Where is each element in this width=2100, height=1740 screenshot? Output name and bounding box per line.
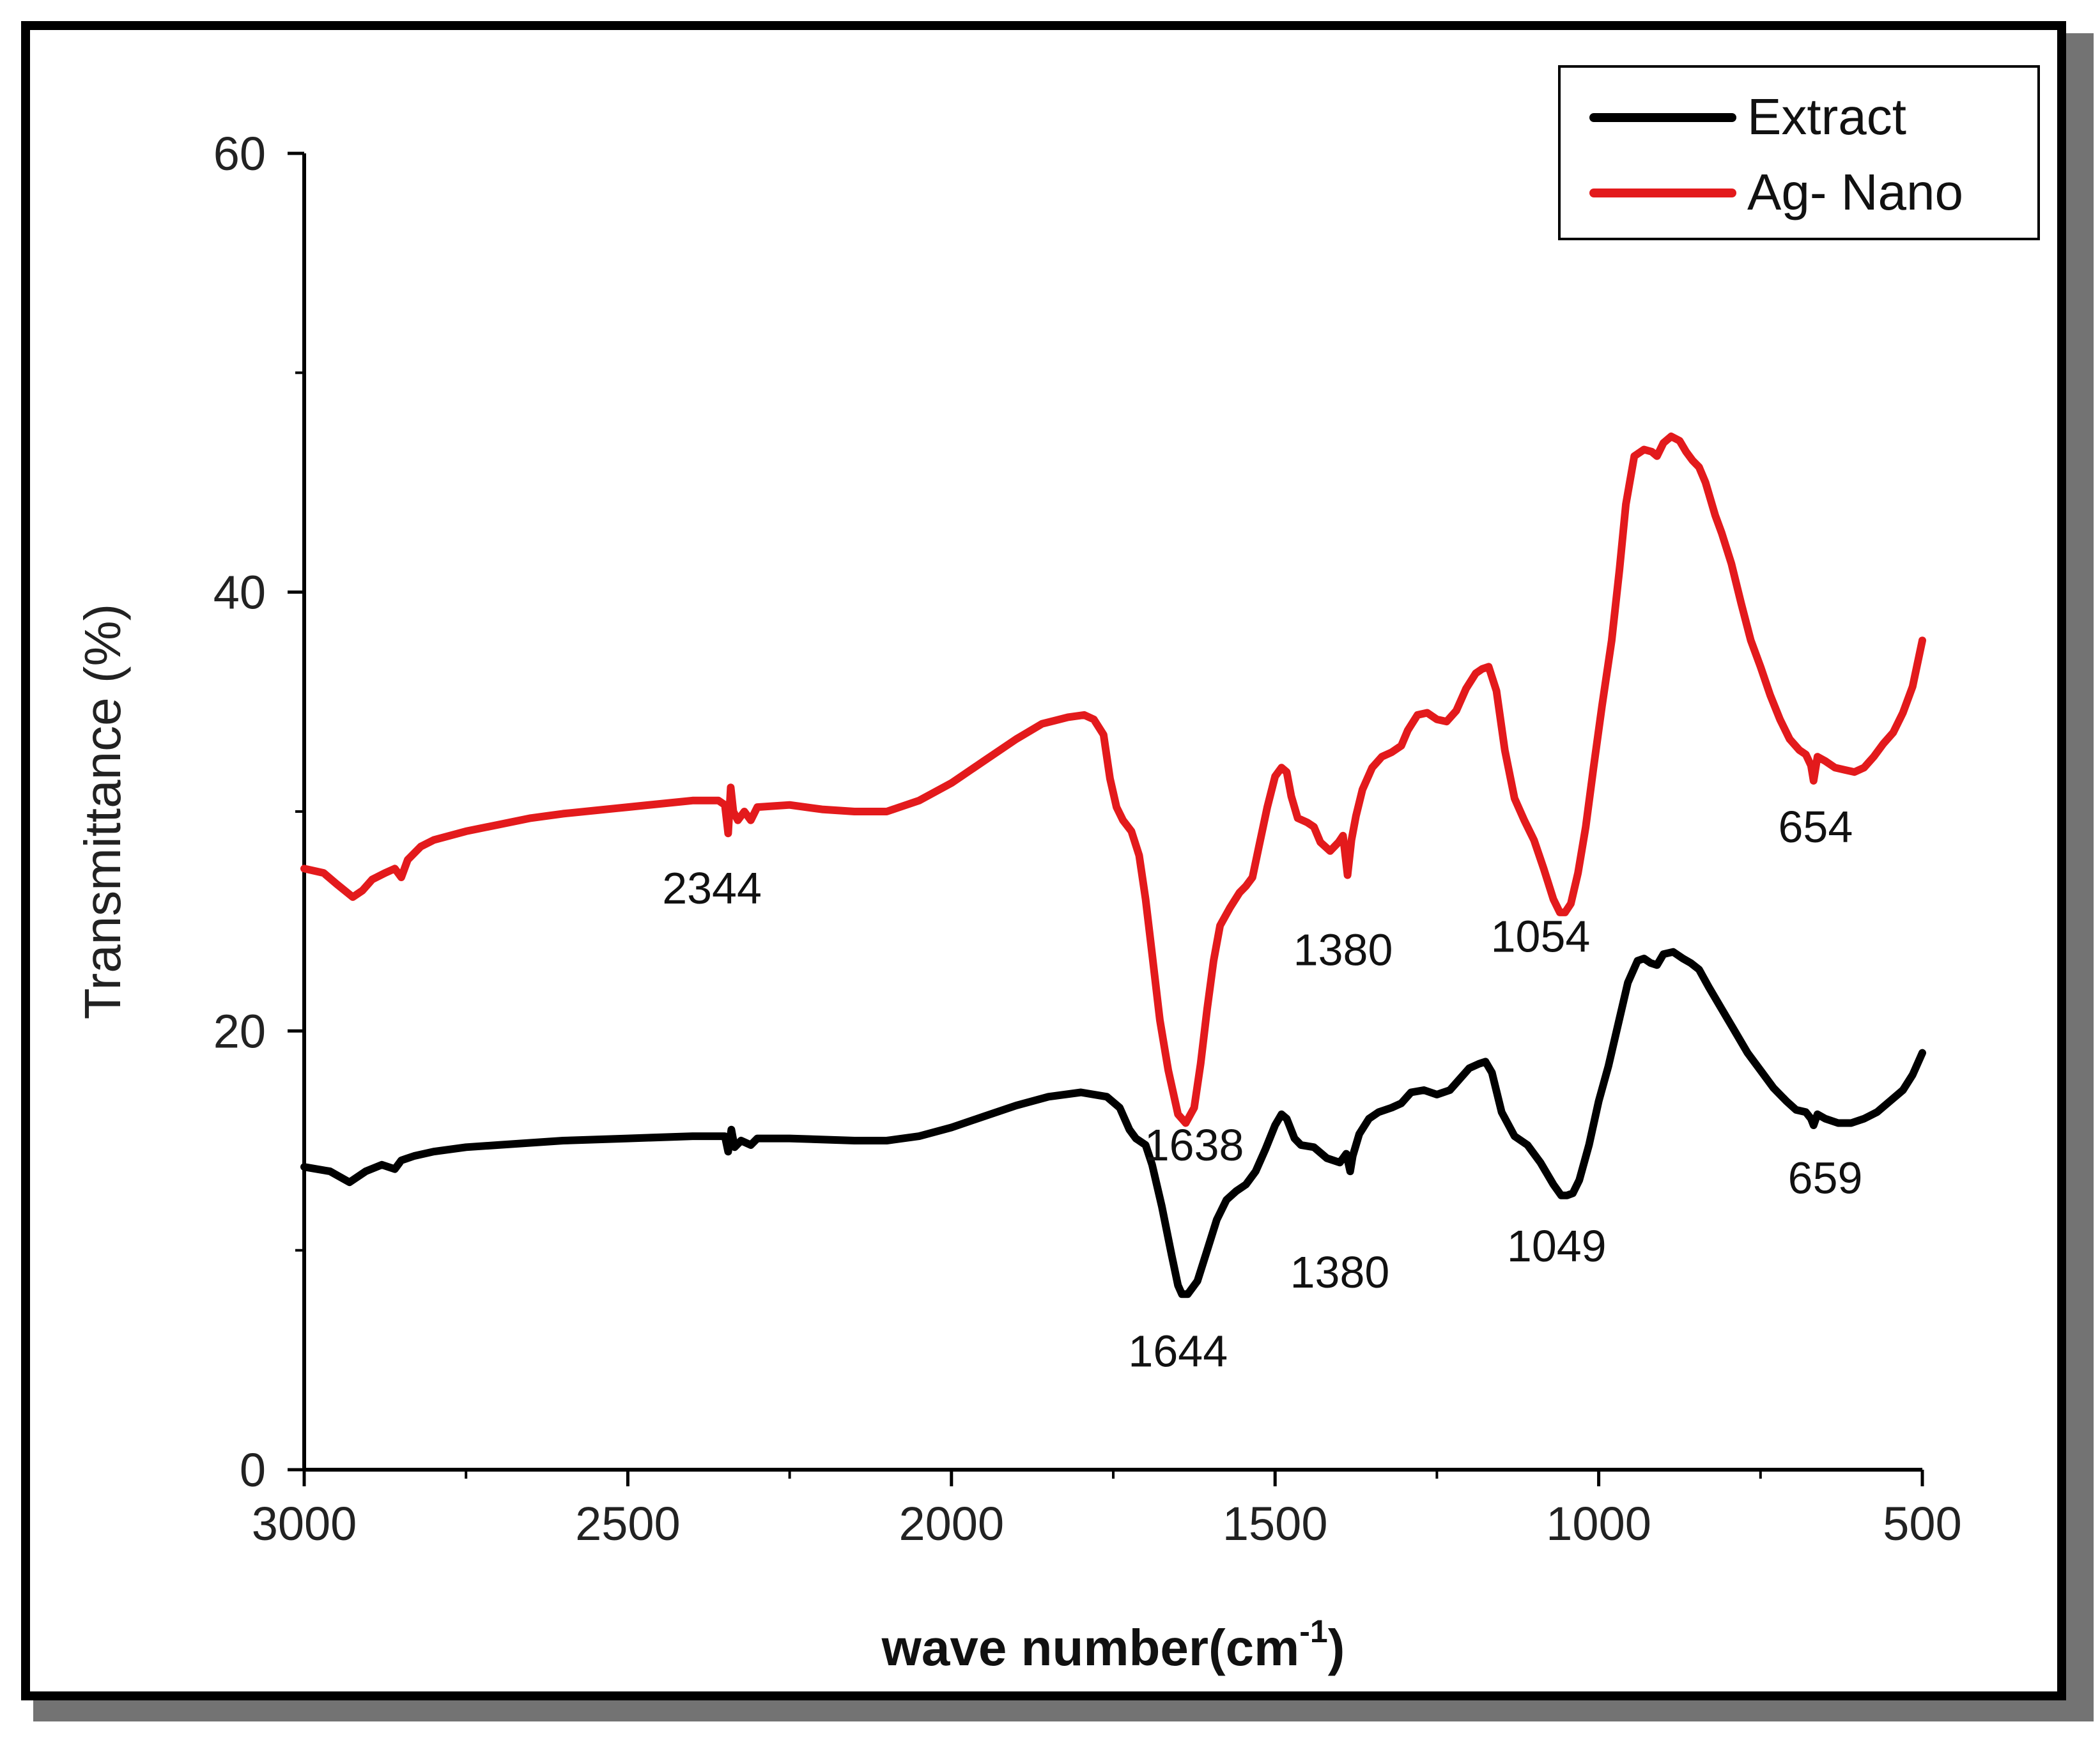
series-line-ag-nano xyxy=(300,432,1926,1127)
peak-annotation: 1380 xyxy=(1290,1247,1390,1297)
peak-annotation: 654 xyxy=(1778,802,1853,852)
y-tick-label: 20 xyxy=(213,1005,266,1058)
peak-annotation: 1380 xyxy=(1293,925,1393,974)
series-layer xyxy=(300,432,1926,1298)
x-ticks: 3000 2500 2000 1500 1000 500 xyxy=(252,1470,1962,1550)
peak-annotation: 1049 xyxy=(1507,1221,1607,1271)
legend: Extract Ag- Nano xyxy=(1558,65,2040,240)
frame-border xyxy=(21,21,2066,1700)
peak-annotation: 1638 xyxy=(1145,1120,1244,1170)
legend-box xyxy=(1558,65,2040,240)
peak-annotation: 1054 xyxy=(1491,912,1591,962)
legend-label-ag-nano: Ag- Nano xyxy=(1747,164,1963,220)
x-tick-label: 1000 xyxy=(1546,1497,1651,1550)
annotation-layer: 2344 1380 1054 654 1638 1644 1380 1049 659 xyxy=(662,802,1862,1376)
y-ticks: 0 20 40 60 xyxy=(213,127,304,1497)
peak-annotation: 1644 xyxy=(1128,1327,1228,1376)
x-axis-title-superscript: -1 xyxy=(1299,1613,1327,1649)
x-axis-title: wave number(cm-1) xyxy=(881,1613,1345,1676)
y-tick-label: 0 xyxy=(240,1444,266,1497)
x-tick-label: 500 xyxy=(1883,1497,1961,1550)
x-tick-label: 2500 xyxy=(575,1497,681,1550)
y-tick-label: 60 xyxy=(213,127,266,180)
y-tick-label: 40 xyxy=(213,566,266,619)
x-axis-title-main: wave number(cm xyxy=(881,1619,1300,1676)
x-tick-label: 2000 xyxy=(899,1497,1004,1550)
x-axis-title-suffix: ) xyxy=(1328,1619,1345,1676)
y-axis-title: Transmittance (%) xyxy=(74,604,131,1020)
x-tick-label: 1500 xyxy=(1223,1497,1328,1550)
legend-label-extract: Extract xyxy=(1747,88,1906,145)
x-tick-label: 3000 xyxy=(252,1497,357,1550)
peak-annotation: 2344 xyxy=(662,863,762,913)
series-line-extract xyxy=(300,948,1926,1298)
peak-annotation: 659 xyxy=(1788,1153,1863,1203)
